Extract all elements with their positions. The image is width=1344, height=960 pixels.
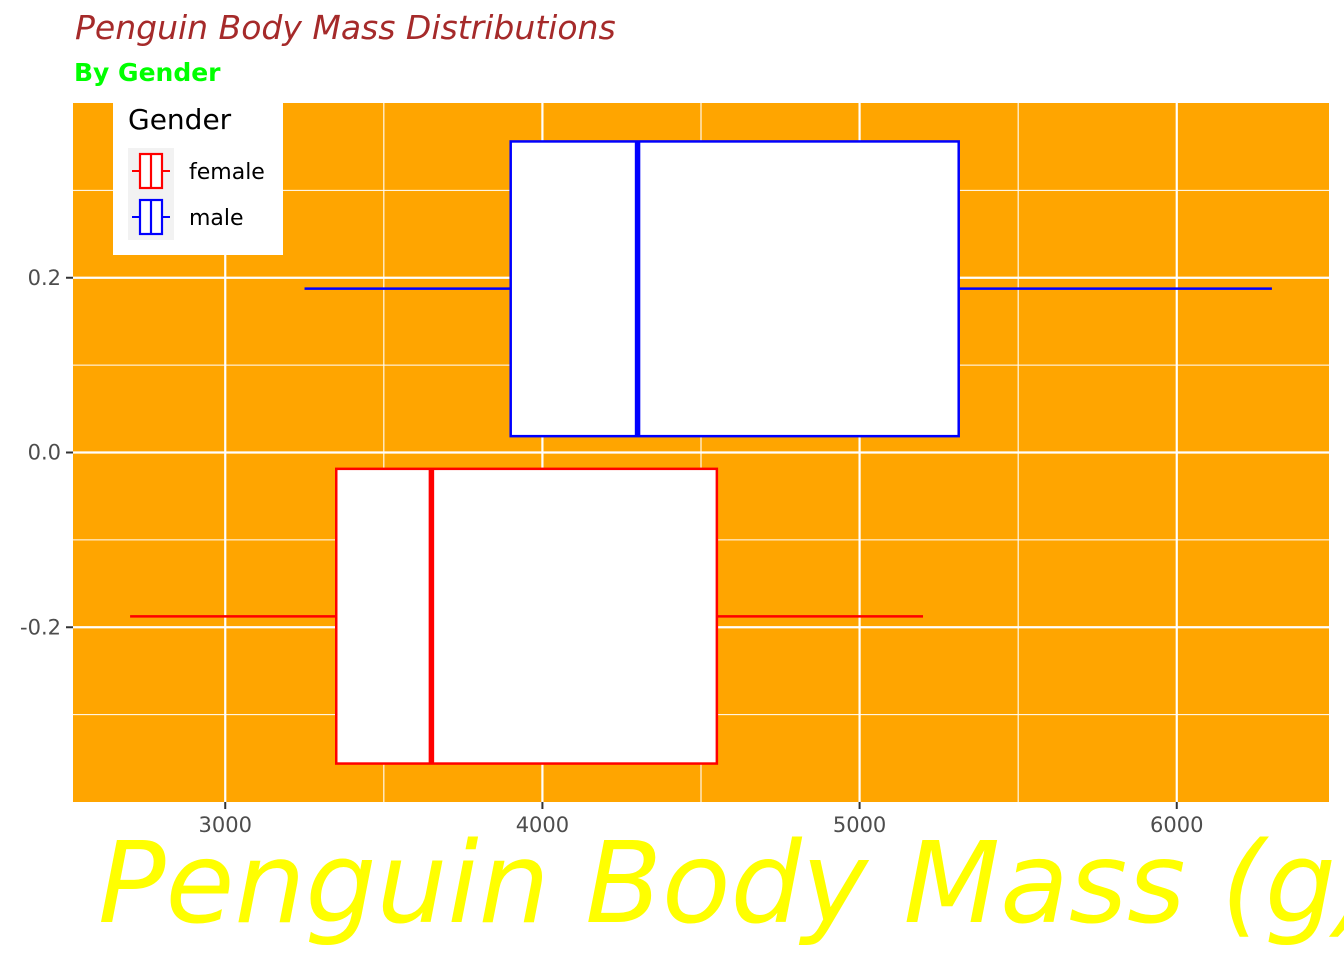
boxplot-male bbox=[304, 140, 1272, 438]
x-tick-label: 3000 bbox=[199, 813, 252, 837]
x-tick-label: 4000 bbox=[516, 813, 569, 837]
legend-key-female bbox=[128, 148, 174, 194]
boxplots bbox=[130, 140, 1272, 765]
x-tick-label: 5000 bbox=[833, 813, 886, 837]
legend: Gender female male bbox=[113, 103, 283, 255]
y-tick-label: 0.2 bbox=[28, 266, 61, 290]
box bbox=[335, 467, 719, 765]
chart-title: Penguin Body Mass Distributions bbox=[75, 8, 616, 47]
legend-title: Gender bbox=[128, 103, 232, 136]
boxplot-female bbox=[130, 467, 924, 765]
x-axis-title: Penguin Body Mass (g) bbox=[98, 819, 1344, 949]
y-axis: -0.2 0.0 0.2 bbox=[20, 266, 73, 639]
legend-label-female: female bbox=[189, 160, 265, 185]
x-axis: 3000 4000 5000 6000 bbox=[199, 802, 1203, 837]
box bbox=[509, 140, 960, 438]
y-tick-label: 0.0 bbox=[28, 441, 61, 465]
x-tick-label: 6000 bbox=[1150, 813, 1203, 837]
chart-subtitle: By Gender bbox=[74, 58, 221, 87]
legend-label-male: male bbox=[189, 206, 244, 231]
legend-key-male bbox=[128, 194, 174, 240]
y-tick-label: -0.2 bbox=[20, 615, 61, 639]
